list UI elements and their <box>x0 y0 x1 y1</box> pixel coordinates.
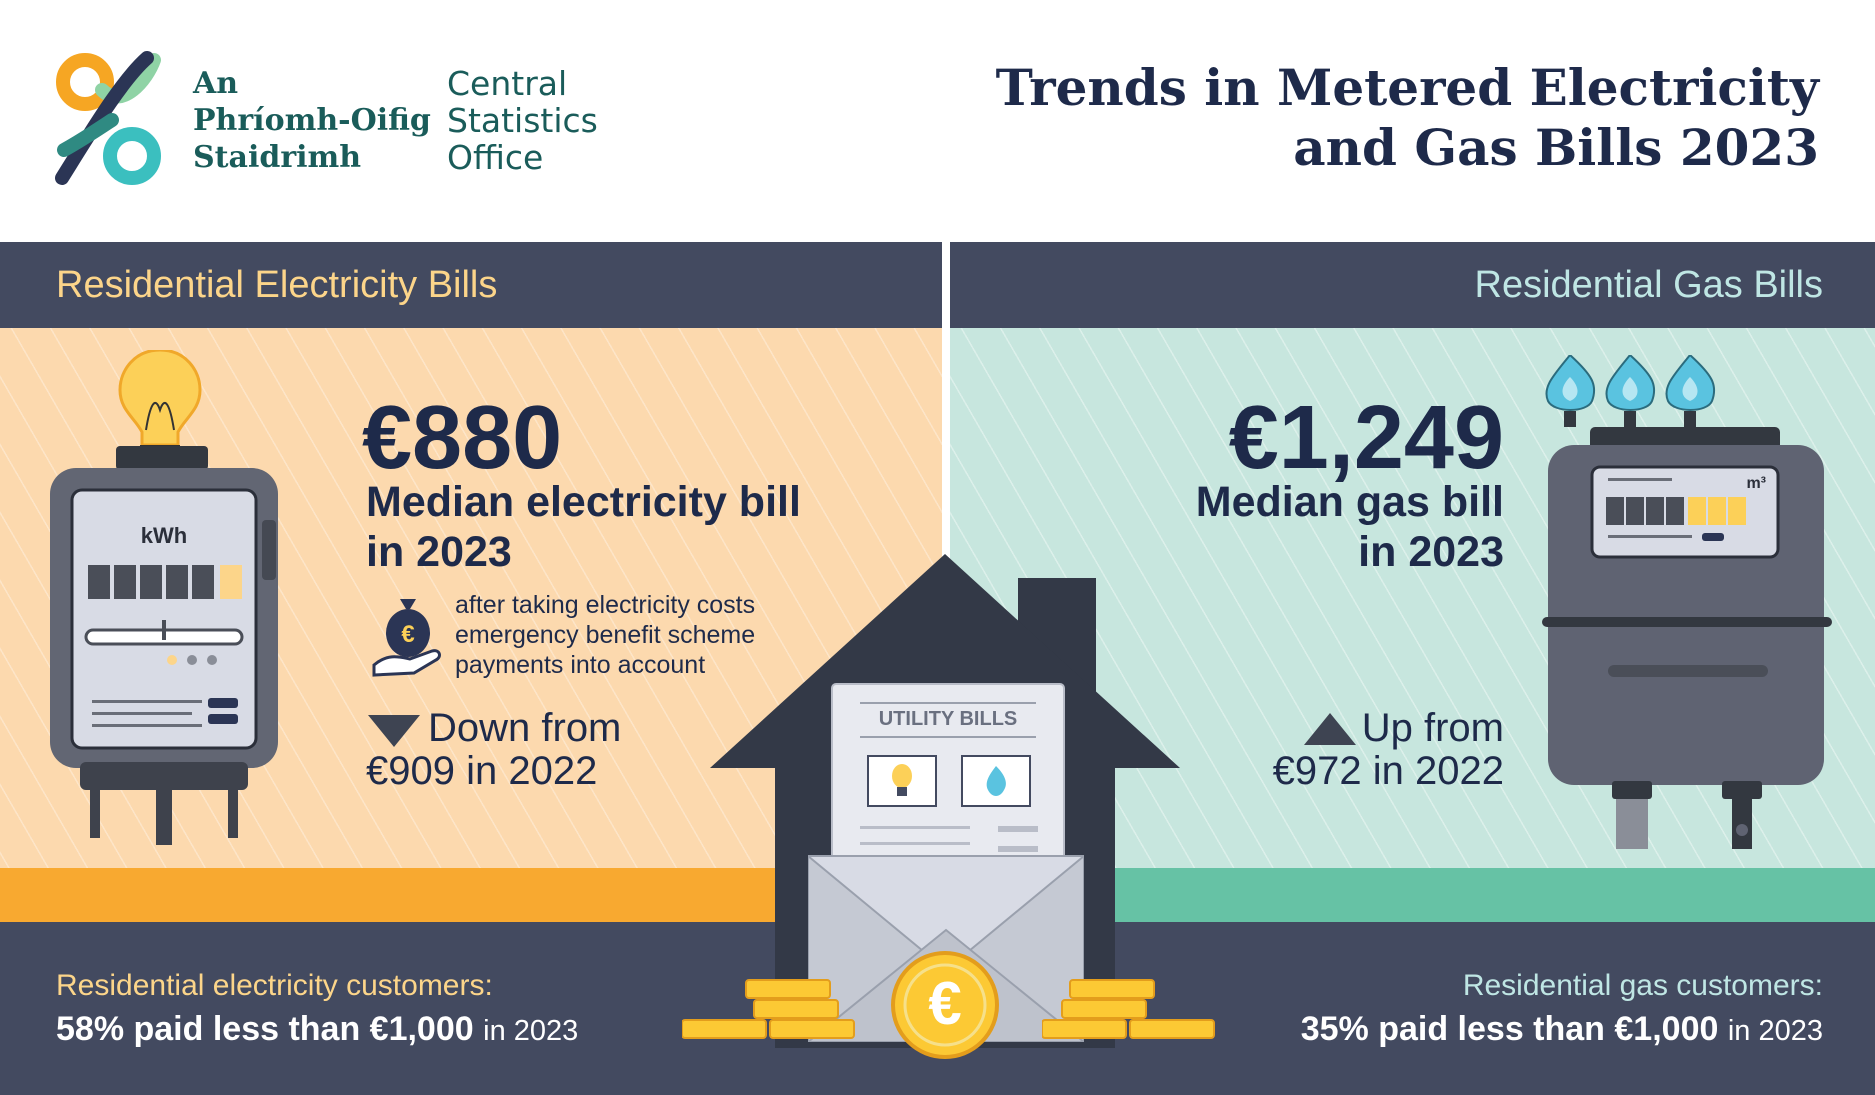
electricity-change-line: Down from <box>428 706 622 750</box>
envelope-icon <box>808 683 1084 1042</box>
electricity-note-line: emergency benefit scheme <box>455 621 756 649</box>
gas-median-value: €1,249 <box>1228 388 1504 488</box>
gas-median-label-line: in 2023 <box>1358 528 1504 576</box>
electricity-median-label-line: in 2023 <box>366 528 512 576</box>
gas-flame-icon <box>1545 355 1716 411</box>
electricity-note-line: after taking electricity costs <box>455 591 756 619</box>
electricity-heading-bar: Residential Electricity Bills <box>0 242 942 328</box>
gas-meter-icon: m³ <box>1542 355 1832 849</box>
csi-logo-icon <box>55 51 161 185</box>
gas-customers-label: Residential gas customers: <box>1462 969 1823 1002</box>
electricity-change-line: €909 in 2022 <box>366 749 598 793</box>
envelope-label: UTILITY BILLS <box>878 708 1018 730</box>
logo-english-line: Office <box>447 138 544 177</box>
gas-change-line: Up from <box>1361 706 1504 750</box>
gas-change-line: €972 in 2022 <box>1272 749 1504 793</box>
electricity-note-line: payments into account <box>455 651 706 679</box>
electricity-change: Down from €909 in 2022 <box>366 707 621 793</box>
electricity-meter-icon: kWh <box>50 350 278 845</box>
gas-heading: Residential Gas Bills <box>1474 264 1823 306</box>
svg-text:m³: m³ <box>1746 475 1766 492</box>
gas-heading-bar: Residential Gas Bills <box>950 242 1875 328</box>
gas-customers-stat-value: 35% paid less than €1,000 <box>1300 1010 1719 1048</box>
down-triangle-icon <box>368 715 420 747</box>
gas-median-label-line: Median gas bill <box>1195 478 1504 526</box>
gas-customers-stat: 35% paid less than €1,000 in 2023 <box>1301 1009 1823 1051</box>
coin-stack-icon <box>682 979 855 1039</box>
gas-change: Up from €972 in 2022 <box>1104 707 1504 793</box>
electricity-customers-year: in 2023 <box>483 1015 579 1047</box>
logo-english-text: Central Statistics Office <box>447 65 598 176</box>
money-bag-hand-icon: € <box>372 599 441 677</box>
electricity-customers-stat-value: 58% paid less than €1,000 <box>56 1010 474 1048</box>
page-title-line: and Gas Bills 2023 <box>1293 118 1819 177</box>
up-triangle-icon <box>1304 713 1356 745</box>
electricity-customers-stat: 58% paid less than €1,000 in 2023 <box>56 1009 578 1051</box>
electricity-customers-label: Residential electricity customers: <box>56 969 493 1002</box>
electricity-median-label-line: Median electricity bill <box>366 478 801 526</box>
svg-text:kWh: kWh <box>141 523 187 548</box>
page-title-line: Trends in Metered Electricity <box>995 58 1819 117</box>
euro-coin-symbol: € <box>928 970 962 1037</box>
logo-irish-text: An Phríomh-Oifig Staidrimh <box>193 65 431 176</box>
svg-text:€: € <box>401 621 414 648</box>
logo-irish-line: Phríomh-Oifig <box>193 103 431 138</box>
coin-stack-icon <box>1042 979 1215 1039</box>
logo-english-line: Central <box>447 64 568 103</box>
electricity-median-label: Median electricity bill in 2023 <box>366 477 801 577</box>
page-title: Trends in Metered Electricity and Gas Bi… <box>919 58 1819 178</box>
electricity-heading: Residential Electricity Bills <box>56 264 498 306</box>
logo-english-line: Statistics <box>447 101 598 140</box>
euro-coin-icon <box>891 951 999 1059</box>
gas-median-label: Median gas bill in 2023 <box>1104 477 1504 577</box>
electricity-note: after taking electricity costs emergency… <box>455 590 755 680</box>
gas-customers-year: in 2023 <box>1727 1015 1823 1047</box>
logo-irish-line: An <box>193 66 239 101</box>
electricity-median-value: €880 <box>362 388 563 488</box>
logo-irish-line: Staidrimh <box>193 140 362 175</box>
header: An Phríomh-Oifig Staidrimh Central Stati… <box>0 0 1875 242</box>
